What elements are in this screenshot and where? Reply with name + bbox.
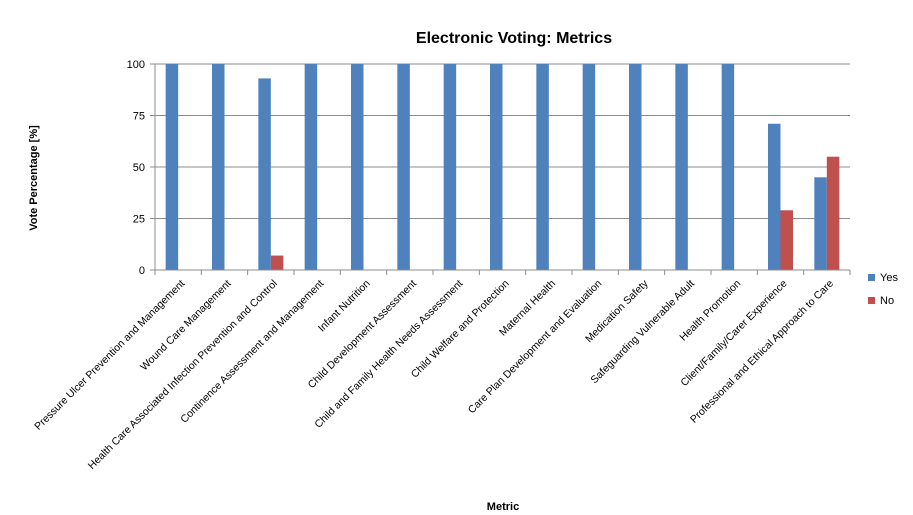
legend-label: Yes <box>880 272 898 284</box>
chart-title: Electronic Voting: Metrics <box>416 30 612 47</box>
bar-yes <box>721 64 735 270</box>
bar-yes <box>304 64 318 270</box>
y-axis-title: Vote Percentage [%] <box>28 125 40 231</box>
legend-label: No <box>880 295 894 307</box>
bar-yes <box>397 64 410 270</box>
y-tick-label: 50 <box>133 162 145 174</box>
y-tick-label: 75 <box>133 111 145 123</box>
bar-no <box>270 255 284 270</box>
bar-yes <box>814 177 827 270</box>
bar-yes <box>536 64 549 270</box>
legend-swatch <box>868 274 875 281</box>
y-tick-label: 25 <box>133 214 145 226</box>
y-tick-label: 100 <box>127 59 145 71</box>
x-axis-title: Metric <box>487 501 519 513</box>
x-axis-categories: Pressure Ulcer Prevention and Management… <box>32 277 836 472</box>
bars <box>165 64 840 271</box>
y-tick-label: 0 <box>139 265 145 277</box>
bar-no <box>826 156 840 270</box>
bar-yes <box>768 123 781 271</box>
legend-swatch <box>868 297 875 304</box>
bar-yes <box>212 64 225 270</box>
y-axis-ticks: 0 25 50 75 100 <box>127 59 155 277</box>
legend: Yes No <box>868 272 898 307</box>
bar-yes <box>675 64 688 270</box>
x-category-label: Health Care Associated Infection Prevent… <box>86 278 280 472</box>
x-axis <box>154 64 851 275</box>
bar-yes <box>582 64 596 270</box>
x-category-label: Child Welfare and Protection <box>409 278 512 381</box>
bar-yes <box>490 64 503 270</box>
bar-yes <box>443 64 457 270</box>
bar-yes <box>165 64 179 270</box>
bar-no <box>780 210 793 270</box>
bar-yes <box>258 78 271 270</box>
x-category-label: Wound Care Management <box>138 278 233 373</box>
bar-yes <box>351 64 364 270</box>
bar-yes <box>629 64 642 270</box>
